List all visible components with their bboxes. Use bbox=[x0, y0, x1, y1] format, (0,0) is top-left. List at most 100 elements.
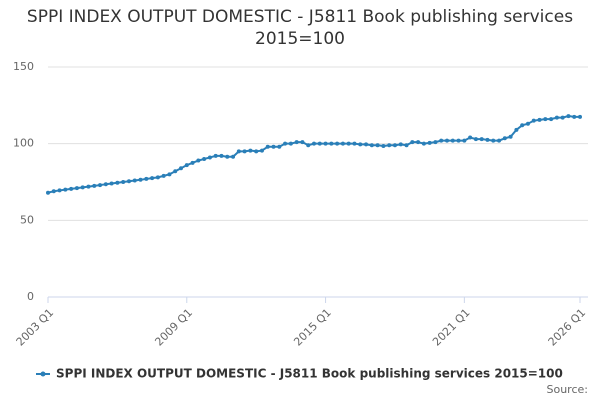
point bbox=[468, 135, 473, 140]
point bbox=[219, 153, 224, 158]
point bbox=[381, 143, 386, 148]
point bbox=[473, 137, 478, 142]
point bbox=[549, 117, 554, 122]
point bbox=[572, 114, 577, 119]
point bbox=[421, 141, 426, 146]
point bbox=[69, 186, 74, 191]
point bbox=[213, 153, 218, 158]
point bbox=[346, 141, 351, 146]
point bbox=[288, 141, 293, 146]
point bbox=[109, 181, 114, 186]
point bbox=[259, 148, 264, 153]
point bbox=[554, 115, 559, 120]
point bbox=[126, 179, 131, 184]
point bbox=[190, 160, 195, 165]
point bbox=[392, 143, 397, 148]
point bbox=[207, 155, 212, 160]
point bbox=[416, 140, 421, 145]
point bbox=[433, 140, 438, 145]
point bbox=[312, 141, 316, 146]
point bbox=[138, 177, 143, 182]
point bbox=[410, 140, 415, 145]
point bbox=[248, 148, 253, 153]
point bbox=[445, 138, 449, 143]
point bbox=[51, 189, 56, 194]
point bbox=[525, 121, 530, 126]
point bbox=[514, 127, 519, 132]
point bbox=[335, 141, 340, 146]
point bbox=[242, 149, 247, 154]
point bbox=[502, 136, 507, 141]
point bbox=[150, 176, 155, 181]
point bbox=[520, 123, 525, 128]
point bbox=[340, 141, 345, 146]
point bbox=[479, 137, 484, 142]
x-tick-label: 2021 Q1 bbox=[430, 306, 473, 349]
point bbox=[404, 143, 409, 148]
point bbox=[387, 143, 392, 148]
point bbox=[161, 173, 166, 178]
point bbox=[86, 184, 91, 189]
legend-label: SPPI INDEX OUTPUT DOMESTIC - J5811 Book … bbox=[56, 367, 563, 381]
point bbox=[578, 114, 582, 119]
point bbox=[196, 158, 201, 163]
point bbox=[369, 143, 374, 148]
x-tick-label: 2009 Q1 bbox=[152, 306, 195, 349]
point bbox=[74, 186, 79, 191]
point bbox=[80, 185, 85, 190]
point bbox=[323, 141, 328, 146]
point bbox=[46, 190, 50, 195]
point bbox=[491, 138, 496, 143]
legend-symbol-dot bbox=[40, 371, 46, 377]
source: Source: bbox=[547, 383, 589, 396]
point bbox=[92, 183, 97, 188]
point bbox=[121, 180, 126, 184]
point bbox=[173, 169, 178, 174]
point bbox=[300, 140, 305, 145]
point bbox=[115, 180, 120, 185]
point bbox=[144, 176, 149, 181]
point bbox=[283, 141, 288, 146]
point bbox=[450, 138, 455, 143]
point bbox=[375, 143, 380, 148]
point bbox=[236, 149, 241, 154]
chart-title: SPPI INDEX OUTPUT DOMESTIC - J5811 Book … bbox=[26, 7, 574, 49]
x-tick-label: 2003 Q1 bbox=[14, 306, 57, 349]
point bbox=[352, 141, 357, 146]
point bbox=[543, 117, 548, 122]
point bbox=[306, 143, 311, 148]
point bbox=[358, 142, 363, 147]
y-tick-label: 0 bbox=[27, 290, 34, 303]
point bbox=[57, 188, 62, 193]
point bbox=[271, 144, 276, 149]
point bbox=[317, 141, 322, 146]
point bbox=[231, 154, 236, 159]
point bbox=[439, 138, 444, 143]
point bbox=[63, 187, 68, 192]
point bbox=[202, 157, 207, 161]
point bbox=[294, 140, 299, 145]
point bbox=[103, 182, 108, 187]
point bbox=[254, 149, 259, 154]
point bbox=[329, 141, 334, 146]
point bbox=[265, 144, 270, 149]
x-tick-label: 2015 Q1 bbox=[291, 306, 334, 349]
point bbox=[167, 172, 172, 177]
point bbox=[485, 137, 490, 142]
point bbox=[398, 142, 403, 147]
point bbox=[497, 138, 502, 143]
point bbox=[462, 138, 467, 143]
point bbox=[155, 175, 160, 180]
point bbox=[98, 183, 103, 188]
point bbox=[225, 154, 230, 159]
point bbox=[132, 178, 137, 183]
y-tick-label: 100 bbox=[13, 137, 34, 150]
point bbox=[537, 117, 542, 122]
point bbox=[456, 138, 461, 143]
point bbox=[427, 140, 432, 145]
point bbox=[560, 115, 565, 120]
point bbox=[184, 163, 189, 168]
point bbox=[566, 114, 571, 119]
point bbox=[508, 134, 513, 139]
